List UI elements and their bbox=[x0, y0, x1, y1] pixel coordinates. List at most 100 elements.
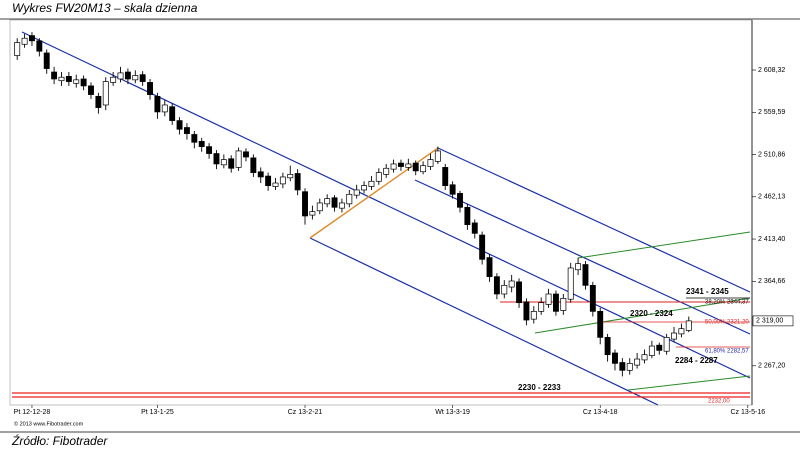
x-tick-label: Pt 13-1-25 bbox=[141, 409, 174, 416]
candle-body bbox=[589, 284, 596, 312]
candle-body bbox=[434, 150, 441, 162]
candle-body bbox=[671, 332, 677, 340]
candle-body bbox=[619, 362, 626, 371]
candle-body bbox=[508, 280, 515, 288]
candle-body bbox=[265, 175, 272, 186]
candle-body bbox=[575, 263, 582, 271]
candle-body bbox=[110, 76, 117, 83]
annotation: 2320 - 2324 bbox=[630, 309, 673, 318]
candle-body bbox=[648, 345, 655, 356]
candle-body bbox=[501, 284, 508, 295]
candle-body bbox=[80, 78, 87, 87]
candle-body bbox=[198, 141, 205, 147]
candle-body bbox=[36, 40, 43, 52]
candle-body bbox=[21, 37, 28, 45]
candle-body bbox=[420, 165, 427, 173]
source: Źródło: Fibotrader bbox=[11, 433, 108, 448]
candle-body bbox=[154, 95, 161, 113]
candle-body bbox=[427, 159, 434, 167]
candle-body bbox=[147, 82, 153, 95]
candle-body bbox=[412, 162, 419, 172]
candle-body bbox=[95, 95, 102, 108]
candle-body bbox=[243, 151, 249, 158]
annotation: 2230 - 2233 bbox=[518, 383, 561, 392]
candle-body bbox=[375, 172, 382, 182]
candle-body bbox=[220, 159, 227, 166]
x-tick-label: Wt 13-3-19 bbox=[435, 409, 470, 416]
candle-body bbox=[353, 189, 360, 196]
candle-body bbox=[538, 302, 545, 312]
candle-body bbox=[346, 193, 353, 205]
x-tick-label: Cz 13-4-18 bbox=[583, 409, 618, 416]
y-tick-label: 2 559,59 bbox=[758, 109, 785, 116]
candle-body bbox=[530, 311, 537, 320]
candle-body bbox=[294, 173, 301, 191]
candle-body bbox=[29, 35, 35, 42]
trendlines bbox=[12, 31, 751, 406]
annotation: 38,20% 2344,37 bbox=[705, 300, 749, 306]
candle-body bbox=[523, 301, 530, 321]
y-tick-label: 2 608,32 bbox=[758, 67, 785, 74]
candle-body bbox=[88, 85, 94, 95]
candle-body bbox=[626, 363, 633, 371]
candle-body bbox=[663, 337, 670, 352]
candle-body bbox=[102, 81, 109, 106]
candle-body bbox=[383, 167, 390, 175]
candle-body bbox=[449, 184, 456, 195]
candle-body bbox=[124, 71, 131, 80]
candle-body bbox=[316, 202, 323, 212]
candle-body bbox=[309, 211, 316, 216]
candle-body bbox=[302, 191, 308, 217]
candle-body bbox=[132, 75, 139, 81]
candle-body bbox=[169, 106, 176, 121]
annotation: 50,00% 2321,20 bbox=[705, 320, 749, 326]
candle-body bbox=[560, 297, 567, 311]
candle-body bbox=[228, 158, 235, 169]
candle-body bbox=[176, 120, 183, 130]
candle-body bbox=[471, 222, 478, 234]
y-tick-label: 2 413,40 bbox=[758, 236, 785, 243]
candle-body bbox=[117, 72, 124, 80]
candle-body bbox=[279, 176, 286, 185]
candle-body bbox=[331, 197, 338, 208]
candle-body bbox=[235, 150, 242, 168]
x-tick-label: Cz 13-2-21 bbox=[288, 409, 323, 416]
x-tick-label: Pt 12-12-28 bbox=[14, 409, 51, 416]
candle-body bbox=[479, 234, 486, 260]
candle-body bbox=[634, 358, 641, 366]
candle-body bbox=[405, 163, 412, 168]
candle-body bbox=[604, 337, 611, 356]
price-box bbox=[752, 315, 794, 327]
candle-body bbox=[493, 276, 500, 295]
candle-body bbox=[597, 311, 604, 338]
candle-body bbox=[287, 173, 294, 179]
price-label: 2 319,00 bbox=[756, 318, 783, 325]
annotation: 2232,00 bbox=[708, 399, 730, 405]
annotation: 2341 - 2345 bbox=[686, 287, 729, 296]
x-tick-label: Cz 13-5-16 bbox=[730, 409, 765, 416]
candle-body bbox=[516, 281, 522, 304]
candle-body bbox=[250, 157, 257, 173]
candle-body bbox=[272, 182, 279, 187]
candle-body bbox=[612, 352, 618, 364]
candle-body bbox=[161, 104, 168, 113]
candle-body bbox=[43, 52, 50, 69]
candle-body bbox=[324, 198, 331, 205]
candle-body bbox=[464, 206, 471, 225]
channel-line bbox=[437, 147, 751, 293]
candle-body bbox=[73, 79, 80, 84]
candle-body bbox=[213, 153, 220, 165]
candle-body bbox=[191, 134, 198, 143]
candle-body bbox=[486, 257, 493, 278]
candle-body bbox=[183, 127, 190, 134]
candle-body bbox=[51, 71, 58, 80]
fork-handle bbox=[309, 147, 439, 239]
green-line bbox=[534, 297, 751, 334]
candle-body bbox=[14, 42, 21, 56]
y-tick-label: 2 510,86 bbox=[758, 151, 785, 158]
candle-body bbox=[552, 293, 559, 312]
candle-body bbox=[206, 146, 213, 154]
candle-body bbox=[567, 267, 574, 300]
candle-body bbox=[545, 293, 552, 305]
